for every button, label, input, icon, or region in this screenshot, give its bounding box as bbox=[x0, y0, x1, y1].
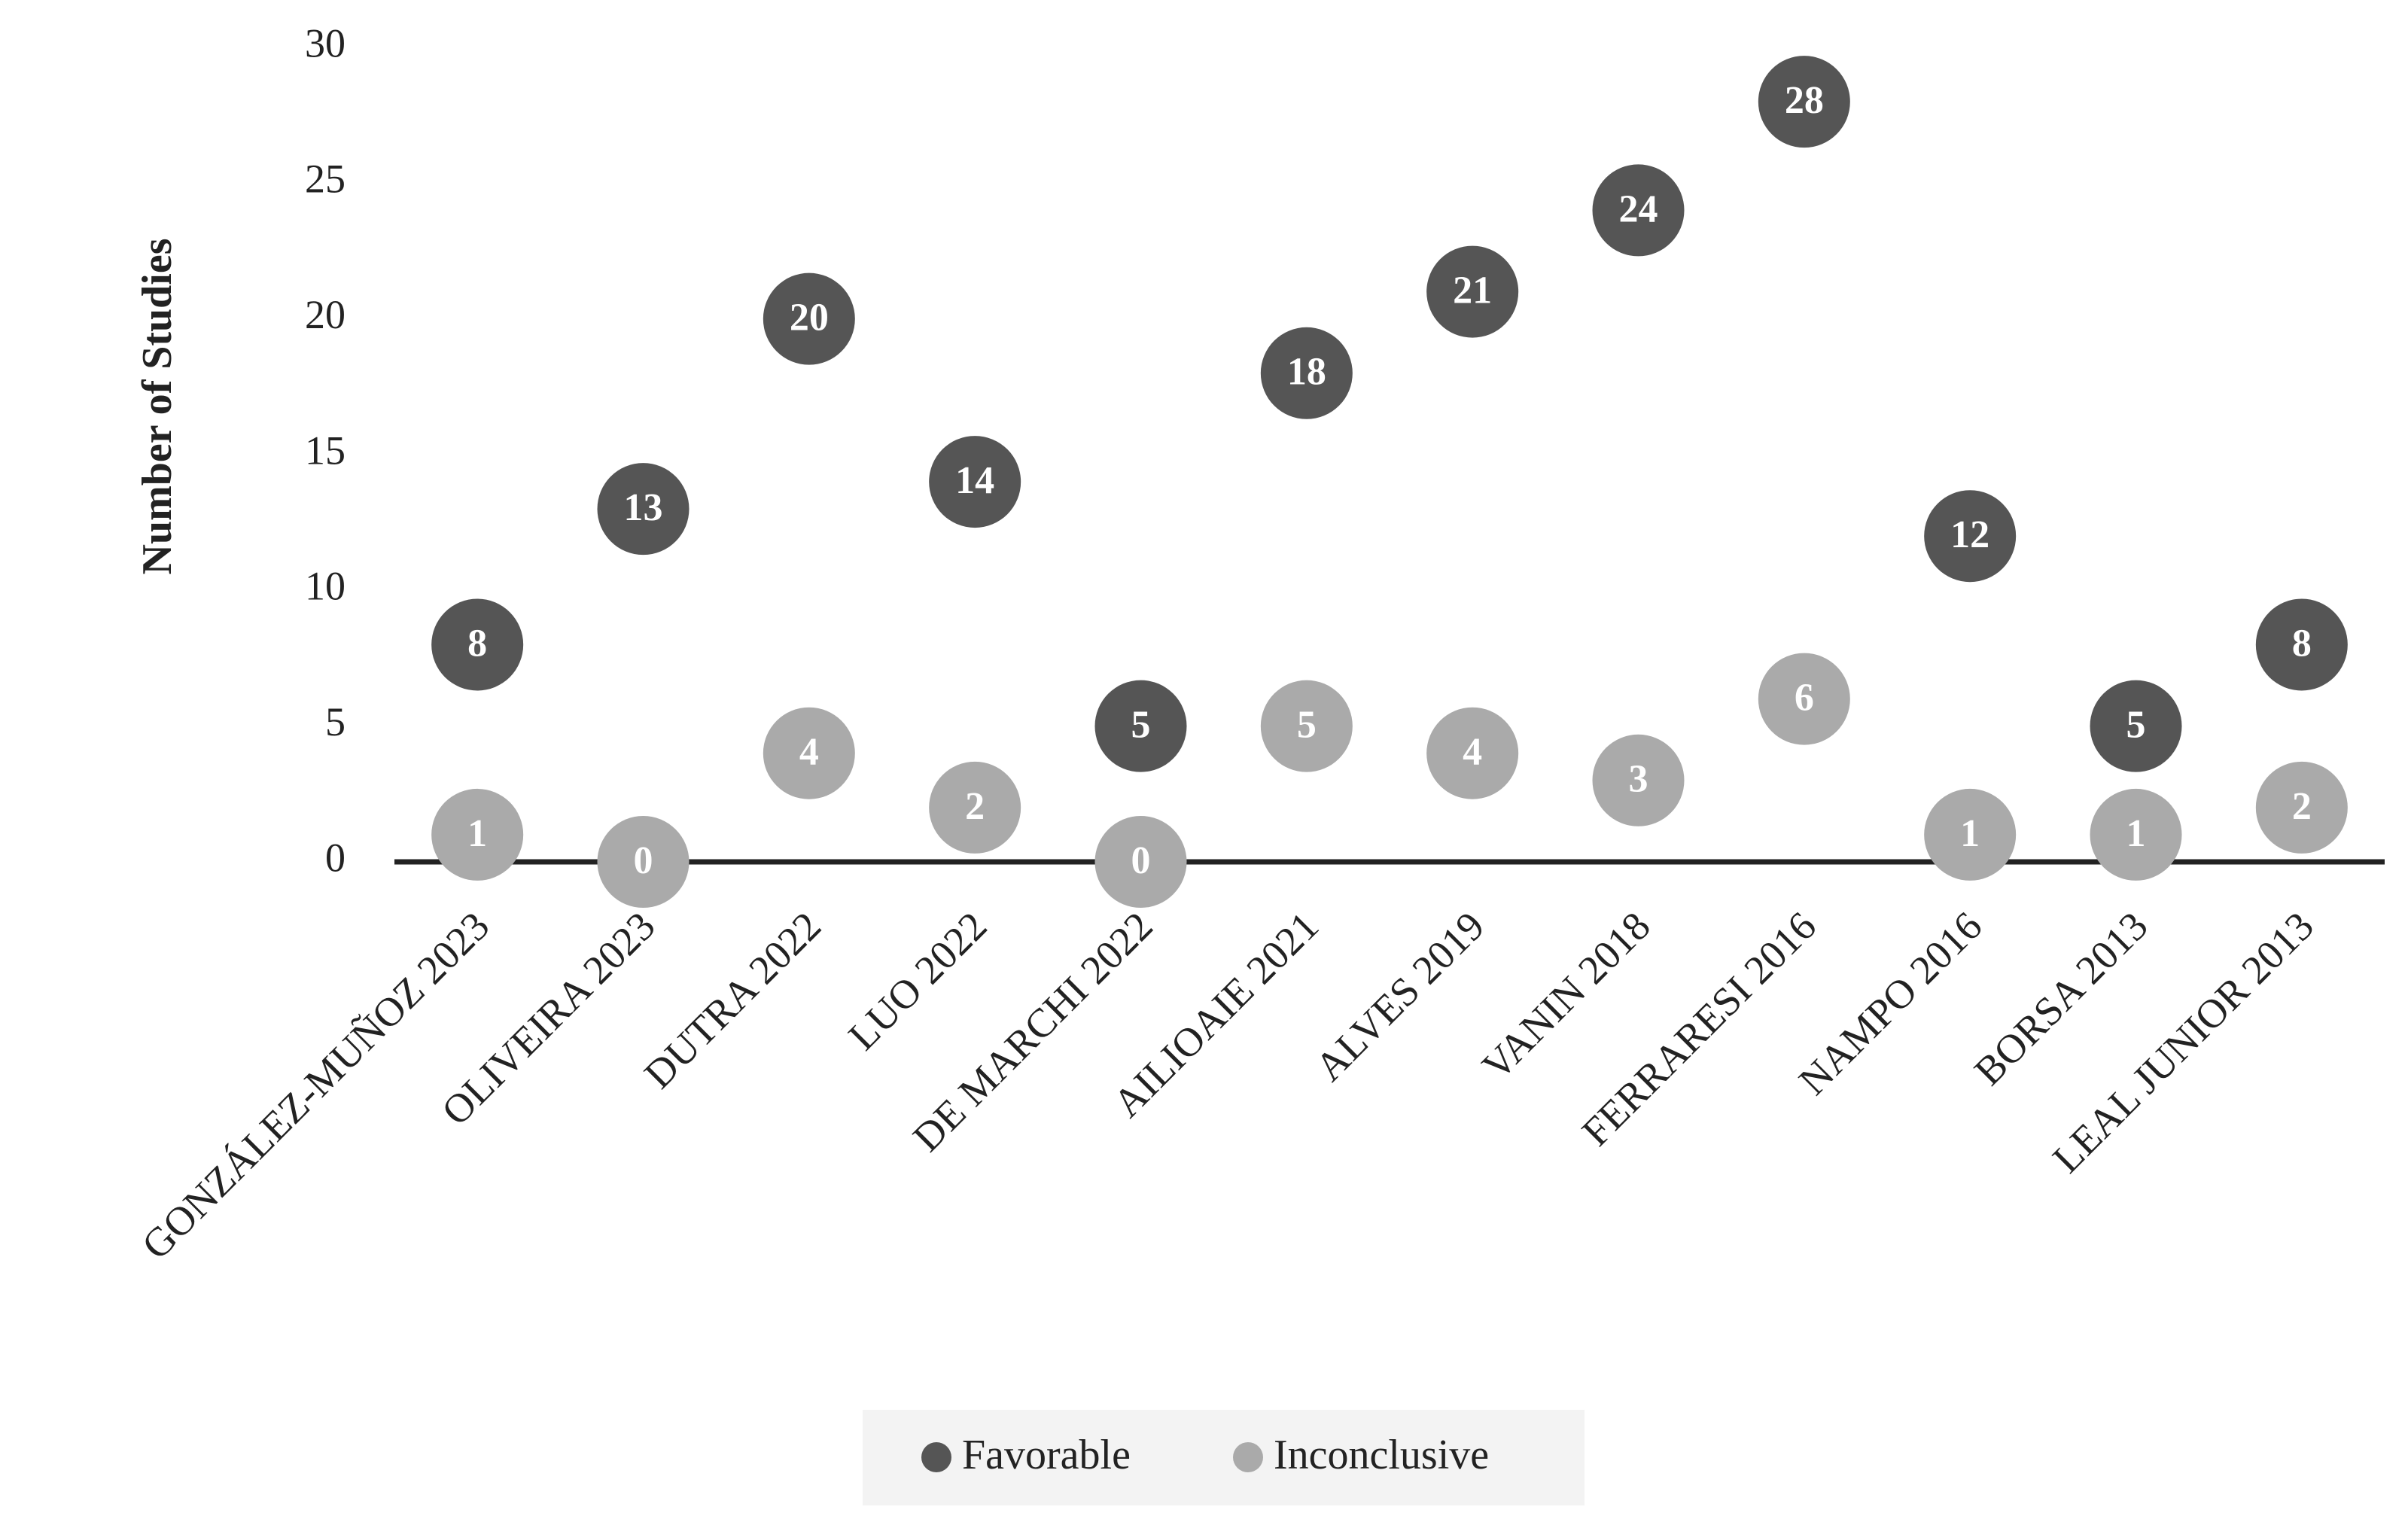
y-tick-label: 20 bbox=[305, 292, 346, 337]
data-label: 4 bbox=[799, 731, 819, 774]
data-label: 5 bbox=[2126, 704, 2146, 747]
x-tick-label: DUTRA 2022 bbox=[635, 903, 830, 1097]
y-tick-label: 25 bbox=[305, 157, 346, 202]
y-tick-label: 30 bbox=[305, 20, 346, 65]
x-tick-label: GONZÁLEZ-MUÑOZ 2023 bbox=[133, 903, 498, 1268]
dot bbox=[929, 761, 1021, 854]
data-label: 6 bbox=[1795, 677, 1814, 720]
dot bbox=[431, 598, 524, 691]
data-label: 0 bbox=[634, 839, 653, 882]
data-label: 2 bbox=[965, 785, 985, 828]
dot bbox=[1758, 56, 1850, 148]
dot bbox=[1924, 788, 2017, 881]
legend-label: Inconclusive bbox=[1274, 1432, 1489, 1478]
y-tick-label: 0 bbox=[325, 835, 346, 880]
y-axis-title: Number of Studies bbox=[134, 238, 181, 574]
dot bbox=[1592, 734, 1685, 826]
dot bbox=[1592, 164, 1685, 257]
data-label: 1 bbox=[1960, 812, 1980, 855]
y-tick-label: 5 bbox=[325, 699, 346, 744]
y-tick-label: 15 bbox=[305, 428, 346, 473]
dot bbox=[763, 707, 855, 799]
dot bbox=[597, 816, 690, 908]
data-label: 24 bbox=[1619, 187, 1658, 230]
data-label: 5 bbox=[1131, 704, 1151, 747]
x-tick-label: VANIN 2018 bbox=[1473, 903, 1658, 1088]
dot bbox=[1426, 707, 1519, 799]
x-tick-label: LUO 2022 bbox=[840, 903, 996, 1059]
dot bbox=[431, 788, 524, 881]
data-label: 14 bbox=[955, 459, 994, 502]
dot bbox=[929, 436, 1021, 528]
data-label: 5 bbox=[1297, 704, 1317, 747]
dot bbox=[1260, 327, 1353, 419]
y-tick-label: 10 bbox=[305, 564, 346, 609]
dot bbox=[1094, 816, 1187, 908]
data-label: 28 bbox=[1785, 79, 1824, 122]
dot bbox=[2090, 680, 2182, 772]
dot bbox=[2090, 788, 2182, 881]
dot bbox=[763, 272, 855, 365]
data-label: 8 bbox=[467, 622, 487, 665]
data-label: 2 bbox=[2292, 785, 2312, 828]
data-label: 3 bbox=[1629, 758, 1648, 801]
dot bbox=[2255, 598, 2348, 691]
dot bbox=[597, 463, 690, 556]
x-tick-label: ALVES 2019 bbox=[1307, 903, 1493, 1090]
data-label: 8 bbox=[2292, 622, 2312, 665]
data-label: 13 bbox=[624, 486, 663, 529]
data-label: 4 bbox=[1463, 731, 1482, 774]
data-label: 21 bbox=[1453, 269, 1492, 312]
legend-marker bbox=[1233, 1442, 1263, 1472]
dot bbox=[2255, 761, 2348, 854]
data-label: 12 bbox=[1950, 513, 1989, 556]
data-label: 20 bbox=[790, 297, 829, 339]
dot bbox=[1426, 245, 1519, 338]
data-label: 0 bbox=[1131, 839, 1151, 882]
legend-label: Favorable bbox=[962, 1432, 1131, 1478]
dot bbox=[1260, 680, 1353, 772]
data-label: 18 bbox=[1287, 351, 1326, 394]
data-label: 1 bbox=[2126, 812, 2146, 855]
data-label: 1 bbox=[467, 812, 487, 855]
dot bbox=[1924, 490, 2017, 583]
legend-box bbox=[863, 1410, 1585, 1505]
dot bbox=[1758, 653, 1850, 745]
legend-marker bbox=[921, 1442, 951, 1472]
dot bbox=[1094, 680, 1187, 772]
